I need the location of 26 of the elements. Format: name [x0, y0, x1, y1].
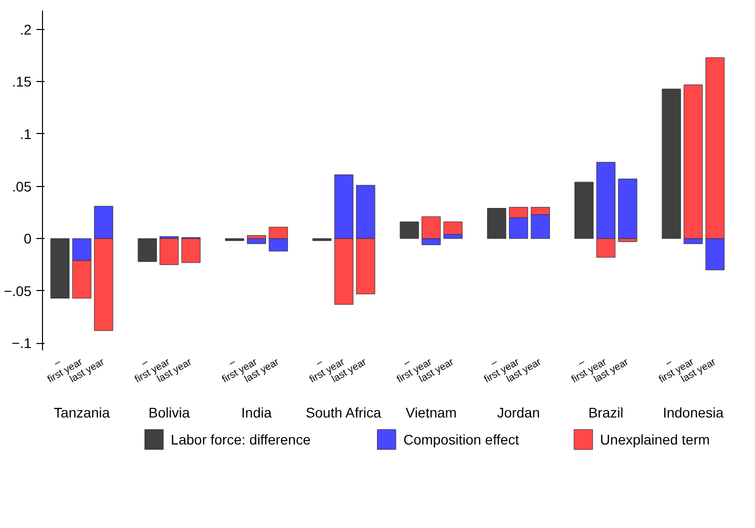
y-tick-label: .1	[20, 126, 32, 142]
y-tick-label: 0	[24, 230, 32, 247]
text: Bolivia	[148, 404, 190, 420]
y-tick-label: .05	[12, 178, 32, 194]
y-tick-label: −.1	[12, 335, 32, 352]
legend-label: Unexplained term	[600, 432, 710, 448]
legend-label: Labor force: difference	[170, 432, 311, 448]
x-tick-label: –	[314, 356, 326, 370]
text: Jordan	[497, 404, 540, 420]
text: Brazil	[588, 404, 624, 420]
x-tick-label: –	[52, 356, 64, 370]
y-tick-label: .2	[20, 21, 32, 38]
text: India	[241, 404, 272, 420]
x-tick-label: –	[489, 356, 500, 370]
text: South Africa	[306, 404, 382, 420]
text: Indonesia	[662, 404, 724, 420]
legend-label: Composition effect	[403, 432, 520, 448]
x-tick-label: –	[664, 356, 674, 370]
text: Tanzania	[54, 404, 110, 420]
x-tick-label: –	[140, 356, 150, 370]
x-tick-label: –	[227, 356, 238, 370]
text: Vietnam	[406, 404, 457, 420]
x-tick-label: –	[576, 356, 588, 370]
x-tick-label: –	[402, 356, 412, 370]
y-tick-label: −.05	[4, 282, 32, 299]
y-tick-label: .15	[12, 74, 32, 90]
